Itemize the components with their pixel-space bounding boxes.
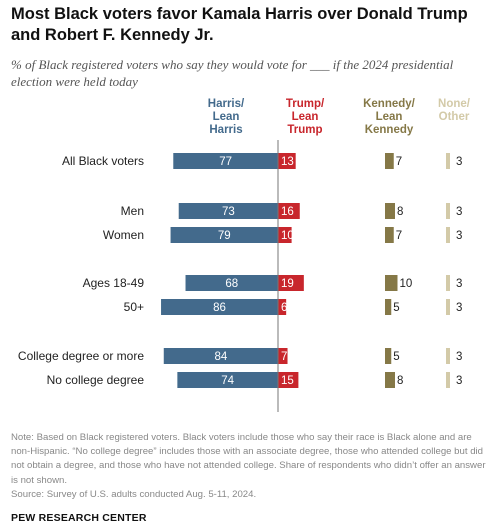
data-label-harris: 86 <box>213 302 226 314</box>
bar-none-other <box>446 372 450 388</box>
bar-harris <box>161 299 278 315</box>
column-header-none: None/Other <box>438 98 471 123</box>
bar-kennedy <box>385 203 395 219</box>
data-label-trump: 10 <box>281 230 294 242</box>
bar-kennedy <box>385 348 392 364</box>
data-label-trump: 6 <box>281 302 287 314</box>
chart-row: 50+ 86 6 5 3 <box>124 299 462 315</box>
category-label: All Black voters <box>62 154 144 168</box>
chart-subtitle: % of Black registered voters who say the… <box>11 57 454 89</box>
column-header-line: Trump <box>287 124 322 136</box>
column-header-harris: Harris/Lean Harris <box>208 98 245 136</box>
column-header-line: Harris/ <box>208 98 245 110</box>
data-label-harris: 74 <box>221 375 234 387</box>
column-header-line: Lean <box>213 111 240 123</box>
data-label-none-other: 3 <box>456 375 462 387</box>
data-label-harris: 79 <box>218 230 231 242</box>
data-label-harris: 68 <box>225 278 238 290</box>
bar-kennedy <box>385 227 394 243</box>
note-text: Note: Based on Black registered voters. … <box>11 432 486 486</box>
data-label-kennedy: 5 <box>393 351 399 363</box>
pew-research-center-logo: PEW RESEARCH CENTER <box>11 512 147 524</box>
data-label-kennedy: 5 <box>393 302 399 314</box>
data-label-kennedy: 7 <box>396 230 402 242</box>
category-label: Women <box>103 228 144 242</box>
chart-note: Note: Based on Black registered voters. … <box>11 431 493 502</box>
bar-harris <box>170 227 278 243</box>
bar-trump <box>278 275 304 291</box>
bar-trump <box>278 348 288 364</box>
column-header-line: Lean <box>376 111 403 123</box>
bar-trump <box>278 203 300 219</box>
data-label-trump: 7 <box>281 351 287 363</box>
bar-harris <box>178 203 278 219</box>
chart-row: All Black voters 77 13 7 3 <box>62 153 462 169</box>
column-header-line: Trump/ <box>286 98 325 110</box>
column-header-line: Kennedy/ <box>363 98 416 110</box>
data-label-none-other: 3 <box>456 302 462 314</box>
data-label-harris: 73 <box>222 206 235 218</box>
chart-title: Most Black voters favor Kamala Harris ov… <box>11 5 468 44</box>
data-label-none-other: 3 <box>456 230 462 242</box>
bar-none-other <box>446 348 450 364</box>
column-header-line: Other <box>439 111 470 123</box>
category-label: Men <box>121 204 144 218</box>
category-label: No college degree <box>47 373 145 387</box>
data-label-kennedy: 7 <box>396 156 402 168</box>
category-label: 50+ <box>124 300 144 314</box>
data-label-trump: 19 <box>281 278 294 290</box>
bar-kennedy <box>385 299 392 315</box>
bar-harris <box>177 372 278 388</box>
bar-kennedy <box>385 153 394 169</box>
bar-harris <box>173 153 278 169</box>
column-header-kennedy: Kennedy/Lean Kennedy <box>363 98 416 136</box>
bar-kennedy <box>385 372 395 388</box>
category-label: College degree or more <box>18 349 144 363</box>
chart-row: College degree or more 84 7 5 3 <box>18 348 462 364</box>
bar-kennedy <box>385 275 398 291</box>
bar-none-other <box>446 153 450 169</box>
column-header-line: Kennedy <box>365 124 414 136</box>
bar-none-other <box>446 227 450 243</box>
bar-trump <box>278 153 296 169</box>
chart-row: No college degree 74 15 8 3 <box>47 372 462 388</box>
bar-harris <box>185 275 278 291</box>
bar-trump <box>278 299 287 315</box>
data-label-trump: 16 <box>281 206 294 218</box>
chart-row: Ages 18-49 68 19 10 3 <box>83 275 462 291</box>
column-header-trump: Trump/Lean Trump <box>286 98 325 136</box>
data-label-kennedy: 8 <box>397 206 403 218</box>
column-header-line: Harris <box>209 124 242 136</box>
chart-row: Men 73 16 8 3 <box>121 203 462 219</box>
data-label-trump: 15 <box>281 375 294 387</box>
source-text: Source: Survey of U.S. adults conducted … <box>11 488 257 500</box>
data-label-trump: 13 <box>281 156 294 168</box>
bar-harris <box>163 348 278 364</box>
bar-trump <box>278 372 299 388</box>
data-label-none-other: 3 <box>456 206 462 218</box>
column-header-line: Lean <box>292 111 319 123</box>
data-label-harris: 77 <box>219 156 232 168</box>
column-header-line: None/ <box>438 98 471 110</box>
data-label-none-other: 3 <box>456 351 462 363</box>
data-label-none-other: 3 <box>456 156 462 168</box>
data-label-kennedy: 10 <box>400 278 413 290</box>
bar-none-other <box>446 275 450 291</box>
bar-none-other <box>446 299 450 315</box>
bar-none-other <box>446 203 450 219</box>
data-label-none-other: 3 <box>456 278 462 290</box>
data-label-kennedy: 8 <box>397 375 403 387</box>
chart-row: Women 79 10 7 3 <box>103 227 462 243</box>
category-label: Ages 18-49 <box>83 276 145 290</box>
bar-trump <box>278 227 292 243</box>
data-label-harris: 84 <box>214 351 227 363</box>
